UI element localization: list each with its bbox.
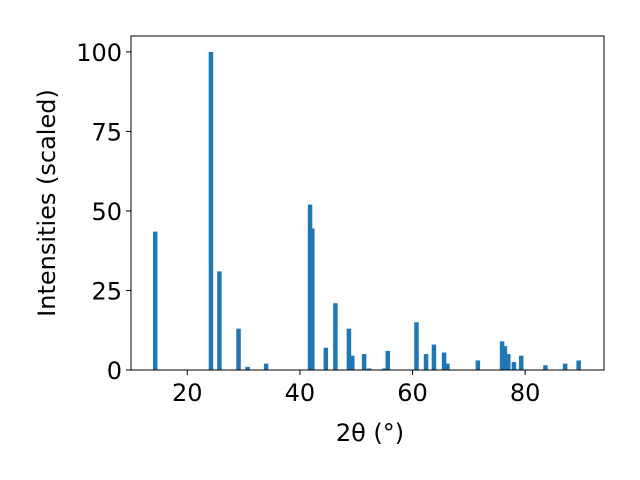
bar-14 bbox=[382, 368, 387, 370]
bar-8 bbox=[323, 347, 329, 370]
y-axis-title: Intensities (scaled) bbox=[33, 89, 61, 317]
bar-27 bbox=[543, 365, 548, 370]
y-tick-label: 50 bbox=[91, 198, 122, 226]
bar-11 bbox=[350, 355, 355, 370]
x-axis-title: 2θ (°) bbox=[336, 419, 404, 447]
y-axis-ticks: 0 25 50 75 100 bbox=[76, 39, 131, 385]
bar-12 bbox=[361, 354, 367, 370]
x-tick-label: 40 bbox=[285, 379, 316, 407]
x-tick-label: 60 bbox=[397, 379, 428, 407]
bar-0 bbox=[152, 231, 158, 370]
y-tick-label: 100 bbox=[76, 39, 122, 67]
bar-5 bbox=[263, 363, 269, 370]
x-tick-label: 20 bbox=[172, 379, 203, 407]
bar-7 bbox=[310, 228, 315, 370]
bar-26 bbox=[518, 355, 524, 370]
bar-2 bbox=[217, 271, 222, 370]
bar-25 bbox=[511, 362, 517, 370]
plot-frame bbox=[130, 35, 605, 371]
bar-24 bbox=[506, 354, 511, 370]
bar-23 bbox=[502, 346, 508, 370]
bar-4 bbox=[245, 366, 250, 370]
bar-20 bbox=[445, 363, 450, 370]
bar-9 bbox=[333, 303, 338, 370]
bar-17 bbox=[423, 354, 429, 370]
bar-18 bbox=[431, 344, 437, 370]
bar-28 bbox=[562, 363, 568, 370]
bar-22 bbox=[499, 341, 505, 370]
bar-1 bbox=[208, 51, 214, 371]
bar-10 bbox=[346, 328, 352, 370]
x-tick-label: 80 bbox=[510, 379, 541, 407]
bar-13 bbox=[366, 368, 372, 370]
bar-21 bbox=[475, 360, 481, 370]
y-tick-label: 0 bbox=[107, 357, 122, 385]
bar-3 bbox=[236, 328, 241, 370]
y-tick-label: 25 bbox=[91, 277, 122, 305]
bar-19 bbox=[441, 352, 447, 370]
x-axis-ticks: 20 40 60 80 bbox=[172, 370, 540, 407]
bar-16 bbox=[414, 322, 419, 370]
bar-series bbox=[152, 51, 581, 371]
bar-15 bbox=[385, 350, 391, 370]
y-tick-label: 75 bbox=[91, 118, 122, 146]
bar-29 bbox=[576, 360, 581, 370]
